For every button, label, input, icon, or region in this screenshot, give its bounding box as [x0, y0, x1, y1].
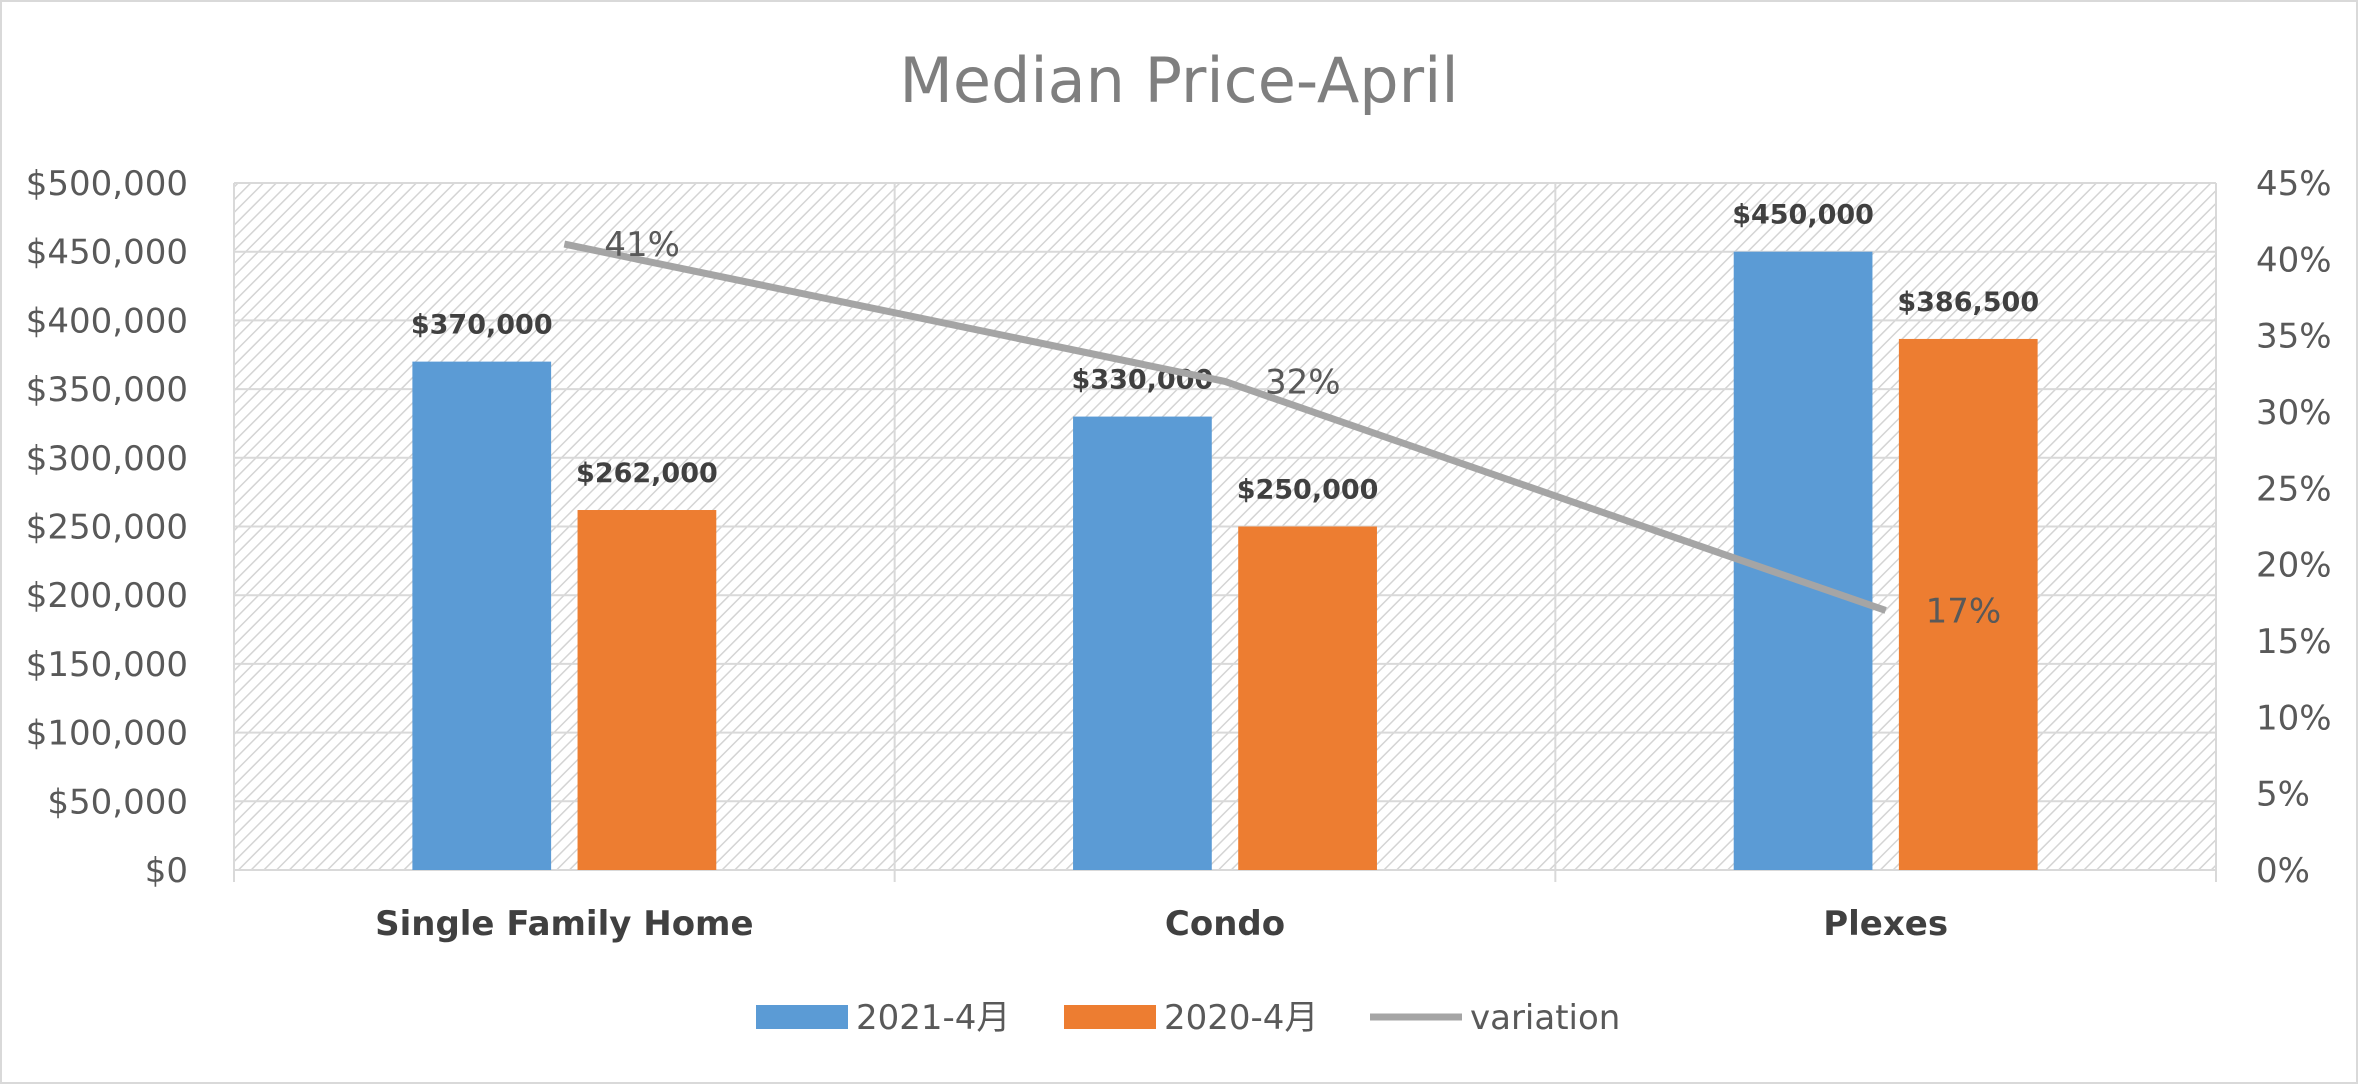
variation-data-label: 17% [1926, 591, 2002, 631]
chart-title: Median Price-April [899, 44, 1458, 117]
left-tick-label: $500,000 [26, 164, 188, 204]
bar-2021-4-condo [1073, 416, 1212, 870]
right-axis: 0% 5% 10% 15% 20% 25% 30% 35% 40% 45% [2256, 164, 2332, 891]
left-tick-label: $350,000 [26, 370, 188, 410]
left-tick-label: $0 [145, 851, 188, 891]
bar-2020-4-single-family-home [577, 510, 717, 870]
right-tick-label: 5% [2256, 775, 2310, 815]
right-tick-label: 0% [2256, 851, 2310, 891]
variation-data-label: 41% [604, 225, 680, 265]
category-label: Condo [1165, 904, 1285, 944]
legend-item-3: variation [1370, 998, 1620, 1038]
bar-data-label: $450,000 [1732, 200, 1874, 231]
left-axis: $0 $50,000 $100,000 $150,000 $200,000 $250,00… [26, 164, 188, 891]
right-tick-label: 10% [2256, 698, 2332, 738]
category-label: Plexes [1823, 904, 1948, 944]
bar-data-label: $330,000 [1072, 365, 1214, 396]
right-tick-label: 15% [2256, 622, 2332, 662]
legend-label: variation [1470, 998, 1620, 1038]
left-tick-label: $50,000 [47, 782, 188, 822]
category-label: Single Family Home [375, 904, 753, 944]
right-tick-label: 20% [2256, 546, 2332, 586]
variation-data-label: 32% [1265, 362, 1341, 402]
variation-line: 41% 32% 17% [563, 225, 2002, 631]
left-tick-label: $150,000 [26, 645, 188, 685]
legend-swatch [1064, 1005, 1156, 1029]
right-tick-label: 40% [2256, 240, 2332, 280]
left-tick-label: $250,000 [26, 508, 188, 548]
left-tick-label: $100,000 [26, 714, 188, 754]
right-tick-label: 30% [2256, 393, 2332, 433]
bar-data-label: $250,000 [1237, 475, 1379, 506]
left-tick-label: $200,000 [26, 576, 188, 616]
bar-2021-4-plexes [1733, 251, 1873, 870]
gridlines [233, 182, 2217, 882]
bar-data-label: $386,500 [1897, 287, 2039, 318]
bar-2020-4-plexes [1898, 338, 2038, 871]
legend-item-2: 2020-4月 [1064, 998, 1318, 1038]
bar-2021-4-single-family-home [412, 361, 552, 870]
right-tick-label: 25% [2256, 469, 2332, 509]
variation-series-line [563, 240, 1887, 614]
left-tick-label: $300,000 [26, 439, 188, 479]
right-tick-label: 35% [2256, 317, 2332, 357]
legend-label: 2020-4月 [1164, 998, 1318, 1038]
bars: $370,000 $262,000 $330,000 $250,000 $450,000… [411, 200, 2039, 871]
right-tick-label: 45% [2256, 164, 2332, 204]
bar-2020-4-condo [1238, 526, 1377, 870]
left-tick-label: $450,000 [26, 233, 188, 273]
bar-data-label: $262,000 [576, 458, 718, 489]
bar-data-label: $370,000 [411, 310, 553, 341]
legend-swatch [756, 1005, 848, 1029]
left-tick-label: $400,000 [26, 301, 188, 341]
legend: 2021-4月 2020-4月 variation [756, 998, 1620, 1038]
legend-label: 2021-4月 [856, 998, 1010, 1038]
legend-item-1: 2021-4月 [756, 998, 1010, 1038]
category-axis: Single Family Home Condo Plexes [375, 904, 1948, 944]
